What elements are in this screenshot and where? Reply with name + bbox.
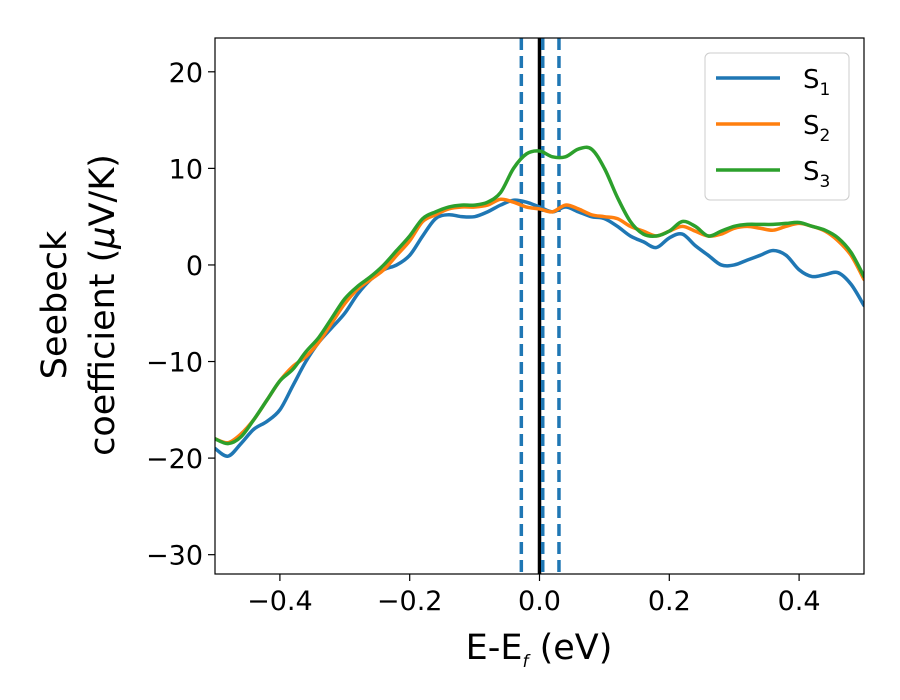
- x-tick-label: 0.0: [518, 586, 561, 617]
- x-tick-label: 0.2: [648, 586, 691, 617]
- y-tick-label: 10: [169, 154, 203, 185]
- x-tick-label: 0.4: [778, 586, 821, 617]
- series-line-s3: [215, 145, 864, 446]
- series-layer: [215, 145, 864, 458]
- svg-text:Seebeck: Seebeck: [35, 230, 75, 379]
- x-axis-ticks: −0.4 −0.2 0.0 0.2 0.4: [247, 574, 821, 617]
- y-tick-label: −10: [146, 348, 203, 379]
- vertical-reference-lines: [519, 38, 561, 574]
- y-tick-label: 0: [186, 251, 203, 282]
- y-tick-label: −30: [146, 541, 203, 572]
- y-axis-ticks: −30 −20 −10 0 10 20: [146, 58, 215, 572]
- y-tick-label: −20: [146, 444, 203, 475]
- legend-frame: [704, 52, 850, 201]
- svg-text:coefficient (μV/K): coefficient (μV/K): [83, 154, 123, 456]
- x-tick-label: −0.2: [377, 586, 443, 617]
- y-axis-label: Seebeck coefficient (μV/K): [35, 154, 123, 456]
- legend-label-s3: S3: [803, 157, 830, 192]
- x-tick-label: −0.4: [247, 586, 313, 617]
- y-tick-label: 20: [169, 58, 203, 89]
- series-line-s2: [215, 197, 864, 445]
- legend-label-s1: S1: [803, 65, 830, 100]
- legend: S1 S2 S3: [704, 52, 850, 201]
- legend-label-s2: S2: [803, 111, 830, 146]
- x-axis-label: E-Ef (eV): [466, 628, 613, 672]
